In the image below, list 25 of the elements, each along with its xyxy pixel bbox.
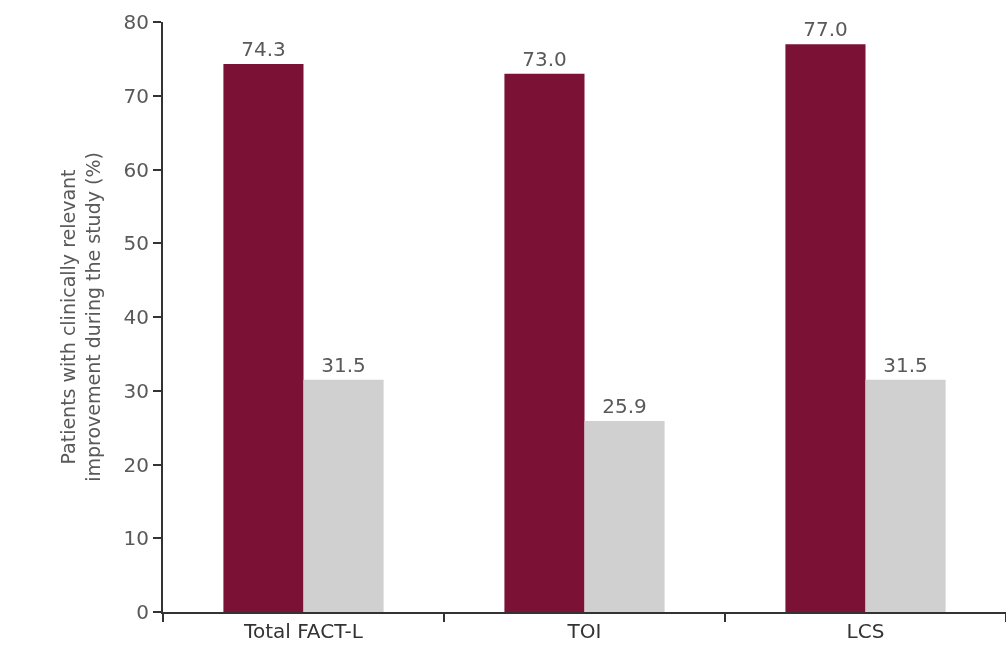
data-label: 25.9	[602, 393, 647, 418]
data-label: 31.5	[321, 352, 366, 377]
data-label: 31.5	[883, 352, 928, 377]
data-label: 73.0	[522, 46, 567, 71]
x-tick-label: LCS	[846, 619, 885, 643]
y-tick-label: 70	[123, 83, 149, 108]
data-label: 77.0	[803, 17, 848, 42]
x-tick-label: TOI	[566, 619, 602, 643]
y-tick-label: 40	[123, 305, 149, 329]
y-tick-label: 20	[123, 452, 149, 477]
x-tick-label: Total FACT-L	[243, 619, 364, 643]
bar	[504, 73, 585, 612]
data-label: 74.3	[241, 37, 286, 62]
y-tick-label: 10	[123, 526, 149, 551]
bar	[785, 44, 866, 612]
y-tick-label: 50	[123, 231, 149, 256]
bar	[303, 379, 384, 612]
y-tick-label: 0	[136, 600, 149, 624]
bar	[223, 64, 304, 612]
y-tick-label: 80	[123, 10, 149, 34]
bar	[865, 379, 946, 612]
y-tick-label: 60	[123, 157, 149, 182]
y-axis-title: Patients with clinically relevant improvement during the study (%)	[57, 152, 104, 482]
bar	[584, 420, 665, 612]
y-tick-label: 30	[123, 378, 149, 403]
